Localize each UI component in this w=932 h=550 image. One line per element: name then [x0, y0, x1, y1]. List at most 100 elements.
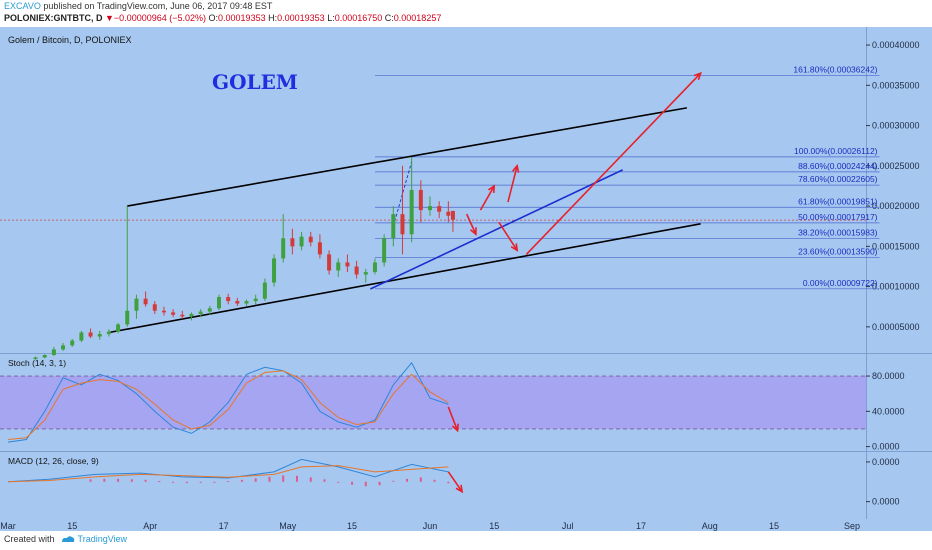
- macd-histogram-bar: [185, 481, 188, 484]
- publish-info: EXCAVO published on TradingView.com, Jun…: [4, 1, 272, 11]
- chart-background: [0, 27, 932, 531]
- ohlc-open-value: 0.00019353: [218, 13, 266, 23]
- fib-level-label: 161.80%(0.00036242): [793, 64, 877, 74]
- stoch-line-pct-d: [7, 370, 449, 441]
- candle-body: [400, 214, 405, 235]
- time-tick-label: 17: [219, 521, 229, 531]
- tradingview-logo-icon: [61, 536, 74, 542]
- candle-body: [161, 310, 166, 313]
- candle-body: [171, 312, 176, 315]
- ohlc-low-label: L:: [327, 13, 335, 23]
- macd-title: MACD (12, 26, close, 9): [8, 456, 99, 466]
- forecast-arrow: [465, 213, 477, 235]
- symbol-info: POLONIEX:GNTBTC, D ▼−0.00000964 (−5.02%)…: [4, 13, 441, 23]
- fib-level-label: 23.60%(0.00013590): [798, 247, 878, 257]
- price-tick-label: 0.00015000: [872, 241, 920, 251]
- chart-footer: Created with TradingView: [0, 531, 932, 550]
- main-chart-title: Golem / Bitcoin, D, POLONIEX: [8, 35, 132, 45]
- candle-body: [317, 242, 322, 255]
- stoch-tick-label: 40.0000: [872, 406, 905, 416]
- candle-body: [262, 282, 267, 299]
- macd-histogram-bar: [213, 481, 216, 483]
- forecast-arrow: [479, 185, 495, 211]
- macd-histogram-bar: [337, 481, 340, 483]
- fib-level-label: 50.00%(0.00017917): [798, 212, 878, 222]
- candle-body: [207, 308, 212, 312]
- candle-body: [336, 262, 341, 271]
- macd-tick-label: 0.0000: [872, 497, 900, 507]
- candle-body: [143, 298, 148, 305]
- candle-body: [345, 262, 350, 267]
- trendline-channel-lower: [108, 223, 701, 334]
- stoch-tick-label: 0.0000: [872, 442, 900, 452]
- price-axis-background: [866, 27, 932, 531]
- price-tick-label: 0.00030000: [872, 121, 920, 131]
- price-tick-label: 0.00025000: [872, 161, 920, 171]
- candle-body: [450, 210, 455, 220]
- macd-line-macd: [7, 458, 449, 483]
- candle-body: [97, 334, 102, 337]
- price-tick-label: 0.00035000: [872, 80, 920, 90]
- tradingview-brand-link[interactable]: TradingView: [77, 534, 128, 544]
- author-link[interactable]: EXCAVO: [4, 1, 41, 11]
- fib-level-label: 61.80%(0.00019851): [798, 196, 878, 206]
- golem-annotation: GOLEM: [212, 70, 298, 94]
- macd-histogram-bar: [227, 481, 230, 483]
- macd-histogram-bar: [378, 481, 381, 486]
- symbol-label: POLONIEX:GNTBTC, D: [4, 13, 103, 23]
- macd-histogram-bar: [323, 479, 326, 482]
- fib-level-label: 88.60%(0.00024244): [798, 161, 878, 171]
- candle-body: [134, 298, 139, 311]
- fib-level-label: 100.00%(0.00026112): [794, 146, 878, 156]
- candle-body: [180, 314, 185, 317]
- stoch-tick-label: 80.0000: [872, 371, 905, 381]
- candle-body: [51, 349, 56, 356]
- forecast-arrow: [507, 165, 518, 203]
- macd-histogram-bar: [254, 478, 257, 482]
- candle-body: [446, 211, 451, 216]
- ohlc-high-label: H:: [268, 13, 278, 23]
- chart-canvas[interactable]: Golem / Bitcoin, D, POLONIEX GOLEM 0.00040…: [0, 27, 932, 531]
- ohlc-high-value: 0.00019353: [277, 13, 325, 23]
- stoch-title: Stoch (14, 3, 1): [8, 358, 66, 368]
- candle-body: [308, 236, 313, 243]
- candle-body: [281, 238, 286, 259]
- price-change: ▼−0.00000964 (−5.02%): [105, 13, 206, 23]
- ohlc-open-label: O:: [208, 13, 219, 23]
- forecast-arrow-head: [487, 184, 496, 193]
- ohlc-close-value: 0.00018257: [393, 13, 442, 23]
- macd-histogram-bar: [433, 479, 436, 482]
- candle-body: [235, 301, 240, 304]
- chart-header: EXCAVO published on TradingView.com, Jun…: [0, 0, 932, 27]
- chart-area[interactable]: Golem / Bitcoin, D, POLONIEX GOLEM 0.00040…: [0, 27, 932, 531]
- candle-body: [372, 262, 377, 273]
- time-tick-label: Apr: [143, 521, 157, 531]
- candle-body: [363, 272, 368, 275]
- macd-histogram-bar: [117, 478, 120, 482]
- candle-body: [226, 297, 231, 302]
- macd-histogram-bar: [392, 480, 395, 482]
- macd-line-signal: [7, 465, 449, 483]
- candle-body: [290, 238, 295, 247]
- forecast-arrow: [447, 406, 459, 432]
- macd-histogram-bar: [240, 479, 243, 482]
- macd-histogram-bar: [103, 478, 106, 482]
- macd-histogram-bar: [406, 478, 409, 482]
- fib-level-label: 38.20%(0.00015983): [798, 227, 878, 237]
- forecast-arrow-head: [451, 423, 459, 433]
- candle-body: [125, 310, 130, 325]
- time-tick-label: May: [279, 521, 297, 531]
- price-tick-label: 0.00010000: [872, 282, 920, 292]
- candle-body: [88, 332, 93, 337]
- macd-histogram-bar: [447, 481, 450, 484]
- candle-body: [116, 324, 121, 332]
- fib-level-label: 0.00%(0.00009722): [803, 278, 878, 288]
- candle-body: [428, 206, 432, 211]
- candle-body: [198, 311, 203, 314]
- forecast-arrow: [498, 221, 518, 251]
- candle-body: [42, 355, 47, 358]
- time-axis-background: [0, 519, 932, 531]
- time-tick-label: 15: [769, 521, 779, 531]
- forecast-arrow-head: [469, 227, 477, 236]
- candle-body: [189, 313, 194, 317]
